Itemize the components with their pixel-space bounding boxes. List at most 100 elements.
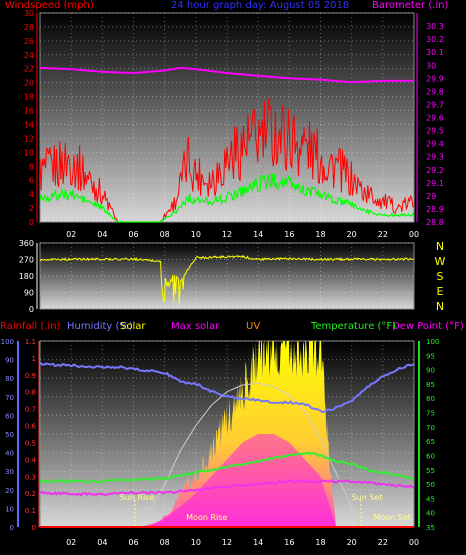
wind-x-tick-label: 02 xyxy=(66,230,76,239)
wind-tick-label: 20 xyxy=(24,79,34,88)
moon-set-label: Moon Set xyxy=(373,513,410,522)
solar-legend: Solar xyxy=(120,321,146,332)
rain-tick-label: 0.2 xyxy=(25,490,36,498)
barometer-tick-label: 29.6 xyxy=(426,114,444,123)
compass-label: S xyxy=(437,270,444,283)
temperature-tick-label: 95 xyxy=(426,352,435,360)
solar-x-tick-label: 20 xyxy=(347,538,357,547)
humidity-tick-label: 100 xyxy=(1,338,14,346)
barometer-tick-label: 29.1 xyxy=(426,179,444,188)
sun-rise-label: Sun Rise xyxy=(120,493,155,502)
wind-tick-label: 4 xyxy=(29,190,34,199)
solar-x-tick-label: 12 xyxy=(222,538,232,547)
wind-x-tick-label: 22 xyxy=(378,230,388,239)
dew-point-line xyxy=(39,478,415,497)
plot-border-1 xyxy=(39,12,415,223)
direction-tick-label: 360 xyxy=(19,239,34,248)
barometer-axis-title: Barometer (.in) xyxy=(372,0,449,11)
dew-point-legend: Dew Point (°F) xyxy=(392,321,464,332)
wind-x-tick-label: 08 xyxy=(160,230,170,239)
barometer-tick-label: 29.9 xyxy=(426,74,444,83)
temperature-tick-label: 70 xyxy=(426,424,435,432)
max-solar-legend: Max solar xyxy=(171,321,220,332)
wind-tick-label: 2 xyxy=(29,204,34,213)
barometer-tick-label: 30.3 xyxy=(426,22,444,31)
temperature-tick-label: 55 xyxy=(426,467,435,475)
wind-x-tick-label: 12 xyxy=(222,230,232,239)
wind-x-tick-label: 06 xyxy=(128,230,138,239)
rain-tick-label: 1.1 xyxy=(25,338,36,346)
solar-area xyxy=(141,341,337,527)
rain-tick-label: 0.4 xyxy=(25,456,37,464)
barometer-tick-label: 29.3 xyxy=(426,153,444,162)
rainfall-legend: Rainfall (.in) xyxy=(0,321,61,332)
humidity-tick-label: 80 xyxy=(5,375,14,383)
rain-tick-label: 0.5 xyxy=(25,439,36,447)
barometer-tick-label: 29 xyxy=(426,192,436,201)
solar-x-tick-label: 02 xyxy=(66,538,76,547)
wind-tick-label: 16 xyxy=(24,107,34,116)
wind-x-tick-label: 18 xyxy=(315,230,325,239)
compass-label: N xyxy=(436,300,444,313)
wind-tick-label: 30 xyxy=(24,9,34,18)
humidity-tick-label: 10 xyxy=(5,505,14,513)
humidity-tick-label: 20 xyxy=(5,487,14,495)
max-solar-line xyxy=(134,382,362,528)
wind-tick-label: 24 xyxy=(24,51,34,60)
temperature-legend: Temperature (°F) xyxy=(311,321,397,332)
barometer-tick-label: 30.2 xyxy=(426,35,444,44)
rain-tick-label: 0.8 xyxy=(25,389,36,397)
solar-x-tick-label: 00 xyxy=(409,538,419,547)
wind-tick-label: 8 xyxy=(29,162,34,171)
rain-tick-label: 0.9 xyxy=(25,372,36,380)
wind-direction-line xyxy=(39,254,415,306)
compass-label: E xyxy=(437,285,444,298)
barometer-tick-label: 29.5 xyxy=(426,127,444,136)
plot-border-2 xyxy=(39,242,415,310)
solar-x-tick-label: 18 xyxy=(315,538,325,547)
wind-tick-label: 6 xyxy=(29,176,34,185)
wind-tick-label: 28 xyxy=(24,23,34,32)
humidity-tick-label: 90 xyxy=(5,357,14,365)
solar-x-tick-label: 22 xyxy=(378,538,388,547)
temperature-tick-label: 75 xyxy=(426,410,435,418)
temperature-tick-label: 80 xyxy=(426,395,435,403)
humidity-tick-label: 30 xyxy=(5,468,14,476)
solar-x-tick-label: 06 xyxy=(128,538,138,547)
humidity-line xyxy=(39,361,415,414)
chart-title: 24 hour graph day: August 05 2018 xyxy=(171,0,350,11)
wind-x-tick-label: 14 xyxy=(253,230,263,239)
barometer-tick-label: 29.2 xyxy=(426,166,444,175)
temperature-tick-label: 45 xyxy=(426,495,435,503)
barometer-line xyxy=(39,66,414,84)
humidity-tick-label: 70 xyxy=(5,394,14,402)
humidity-tick-label: 60 xyxy=(5,412,14,420)
wind-tick-label: 10 xyxy=(24,148,34,157)
wind-x-tick-label: 20 xyxy=(347,230,357,239)
rain-tick-label: 0 xyxy=(32,524,36,532)
solar-x-tick-label: 14 xyxy=(253,538,263,547)
rain-tick-label: 1 xyxy=(32,355,36,363)
rain-tick-label: 0.7 xyxy=(25,406,36,414)
barometer-tick-label: 28.8 xyxy=(426,218,444,227)
compass-label: W xyxy=(435,255,446,268)
direction-tick-label: 180 xyxy=(19,272,34,281)
temperature-tick-label: 65 xyxy=(426,438,435,446)
barometer-tick-label: 28.9 xyxy=(426,205,444,214)
compass-label: N xyxy=(436,240,444,253)
wind-tick-label: 12 xyxy=(24,134,34,143)
wind-x-tick-label: 10 xyxy=(191,230,201,239)
direction-tick-label: 270 xyxy=(19,256,34,265)
wind-x-tick-label: 04 xyxy=(97,230,107,239)
solar-x-tick-label: 16 xyxy=(284,538,294,547)
rain-tick-label: 0.6 xyxy=(25,423,37,431)
moon-rise-label: Moon Rise xyxy=(186,513,227,522)
barometer-tick-label: 29.8 xyxy=(426,87,444,96)
temperature-tick-label: 85 xyxy=(426,381,435,389)
direction-tick-label: 90 xyxy=(24,289,34,298)
wind-x-tick-label: 16 xyxy=(284,230,294,239)
solar-x-tick-label: 08 xyxy=(160,538,170,547)
barometer-tick-label: 29.7 xyxy=(426,100,444,109)
wind-tick-label: 18 xyxy=(24,93,34,102)
temperature-line xyxy=(39,451,415,484)
